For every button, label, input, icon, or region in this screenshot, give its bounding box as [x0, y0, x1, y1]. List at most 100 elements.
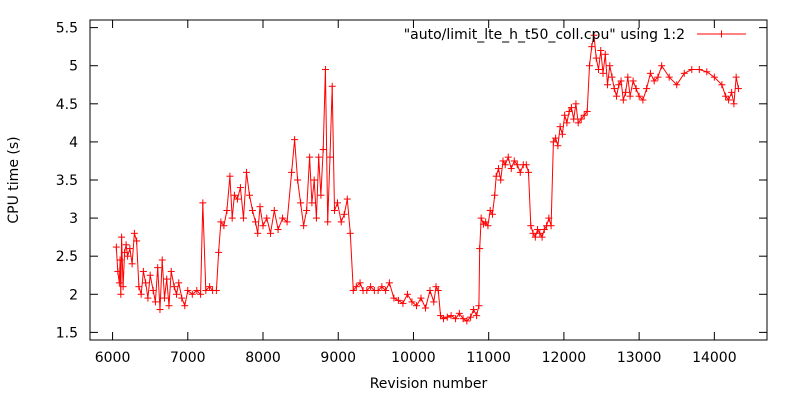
data-point-marker — [212, 286, 220, 294]
data-point-marker — [552, 134, 560, 142]
data-point-marker — [604, 81, 612, 89]
data-point-marker — [434, 286, 442, 294]
data-point-marker — [126, 245, 134, 253]
y-axis-label: CPU time (s) — [6, 136, 22, 223]
data-point-marker — [703, 68, 711, 76]
data-point-marker — [486, 206, 494, 214]
data-point-marker — [680, 69, 688, 77]
data-point-marker — [130, 229, 138, 237]
data-point-marker — [734, 85, 742, 93]
data-point-marker — [646, 69, 654, 77]
data-point-marker — [352, 283, 360, 291]
data-point-marker — [158, 256, 166, 264]
data-point-marker — [363, 286, 371, 294]
data-point-marker — [654, 73, 662, 81]
data-point-marker — [181, 302, 189, 310]
data-point-marker — [256, 203, 264, 211]
data-point-marker — [239, 214, 247, 222]
data-point-marker — [356, 279, 364, 287]
data-point-marker — [337, 218, 345, 226]
data-point-marker — [274, 226, 282, 234]
data-point-marker — [583, 107, 591, 115]
data-point-marker — [426, 286, 434, 294]
data-point-marker — [343, 195, 351, 203]
y-tick-label: 4.5 — [56, 97, 78, 113]
data-point-marker — [665, 73, 673, 81]
data-point-marker — [430, 298, 438, 306]
data-point-marker — [233, 195, 241, 203]
data-point-marker — [300, 222, 308, 230]
data-point-marker — [492, 172, 500, 180]
data-point-marker — [673, 81, 681, 89]
y-tick-label: 2 — [69, 287, 78, 303]
data-point-marker — [484, 222, 492, 230]
data-point-marker — [178, 294, 186, 302]
data-point-marker — [597, 46, 605, 54]
data-point-marker — [312, 214, 320, 222]
data-point-marker — [599, 69, 607, 77]
data-point-marker — [170, 283, 178, 291]
data-point-marker — [527, 222, 535, 230]
data-point-marker — [534, 226, 542, 234]
data-point-marker — [613, 92, 621, 100]
data-point-marker — [267, 229, 275, 237]
data-point-marker — [165, 302, 173, 310]
data-point-marker — [230, 191, 238, 199]
data-point-marker — [549, 138, 557, 146]
data-point-marker — [470, 306, 478, 314]
data-point-marker — [197, 290, 205, 298]
data-point-marker — [595, 66, 603, 74]
data-point-marker — [525, 168, 533, 176]
data-point-marker — [477, 214, 485, 222]
data-point-marker — [580, 111, 588, 119]
legend-label: "auto/limit_lte_h_t50_coll.cpu" using 1:… — [404, 27, 685, 43]
data-point-marker — [510, 157, 518, 165]
y-tick-label: 5.5 — [56, 21, 78, 37]
y-tick-label: 2.5 — [56, 249, 78, 265]
data-point-marker — [403, 290, 411, 298]
data-point-marker — [563, 119, 571, 127]
data-point-marker — [315, 153, 323, 161]
data-point-marker — [115, 279, 123, 287]
data-point-marker — [467, 313, 475, 321]
y-tick-label: 4 — [69, 135, 78, 151]
data-point-marker — [572, 100, 580, 108]
data-point-marker — [473, 312, 481, 320]
data-point-marker — [382, 286, 390, 294]
data-point-marker — [156, 306, 164, 314]
data-point-marker — [122, 241, 130, 249]
data-point-marker — [236, 184, 244, 192]
x-tick-label: 6000 — [95, 350, 131, 366]
data-point-marker — [175, 279, 183, 287]
data-point-marker — [390, 294, 398, 302]
data-point-marker — [118, 233, 126, 241]
data-point-marker — [328, 82, 336, 90]
series-line — [115, 35, 739, 322]
data-point-marker — [459, 315, 467, 323]
x-tick-label: 7000 — [170, 350, 206, 366]
data-point-marker — [184, 286, 192, 294]
data-point-marker — [488, 210, 496, 218]
data-point-marker — [730, 100, 738, 108]
y-tick-label: 3.5 — [56, 173, 78, 189]
data-point-marker — [160, 294, 168, 302]
data-point-marker — [577, 115, 585, 123]
data-point-marker — [163, 275, 171, 283]
data-point-marker — [226, 172, 234, 180]
data-point-marker — [622, 88, 630, 96]
x-axis-label: Revision number — [370, 376, 488, 392]
data-point-marker — [545, 214, 553, 222]
plot-border — [89, 19, 768, 341]
data-point-marker — [536, 229, 544, 237]
data-point-marker — [437, 312, 445, 320]
data-point-marker — [417, 294, 425, 302]
data-point-marker — [202, 286, 210, 294]
data-point-marker — [513, 161, 521, 169]
data-point-marker — [349, 286, 357, 294]
x-tick-label: 9000 — [320, 350, 356, 366]
data-point-marker — [317, 191, 325, 199]
data-point-marker — [217, 218, 225, 226]
data-point-marker — [556, 123, 564, 131]
